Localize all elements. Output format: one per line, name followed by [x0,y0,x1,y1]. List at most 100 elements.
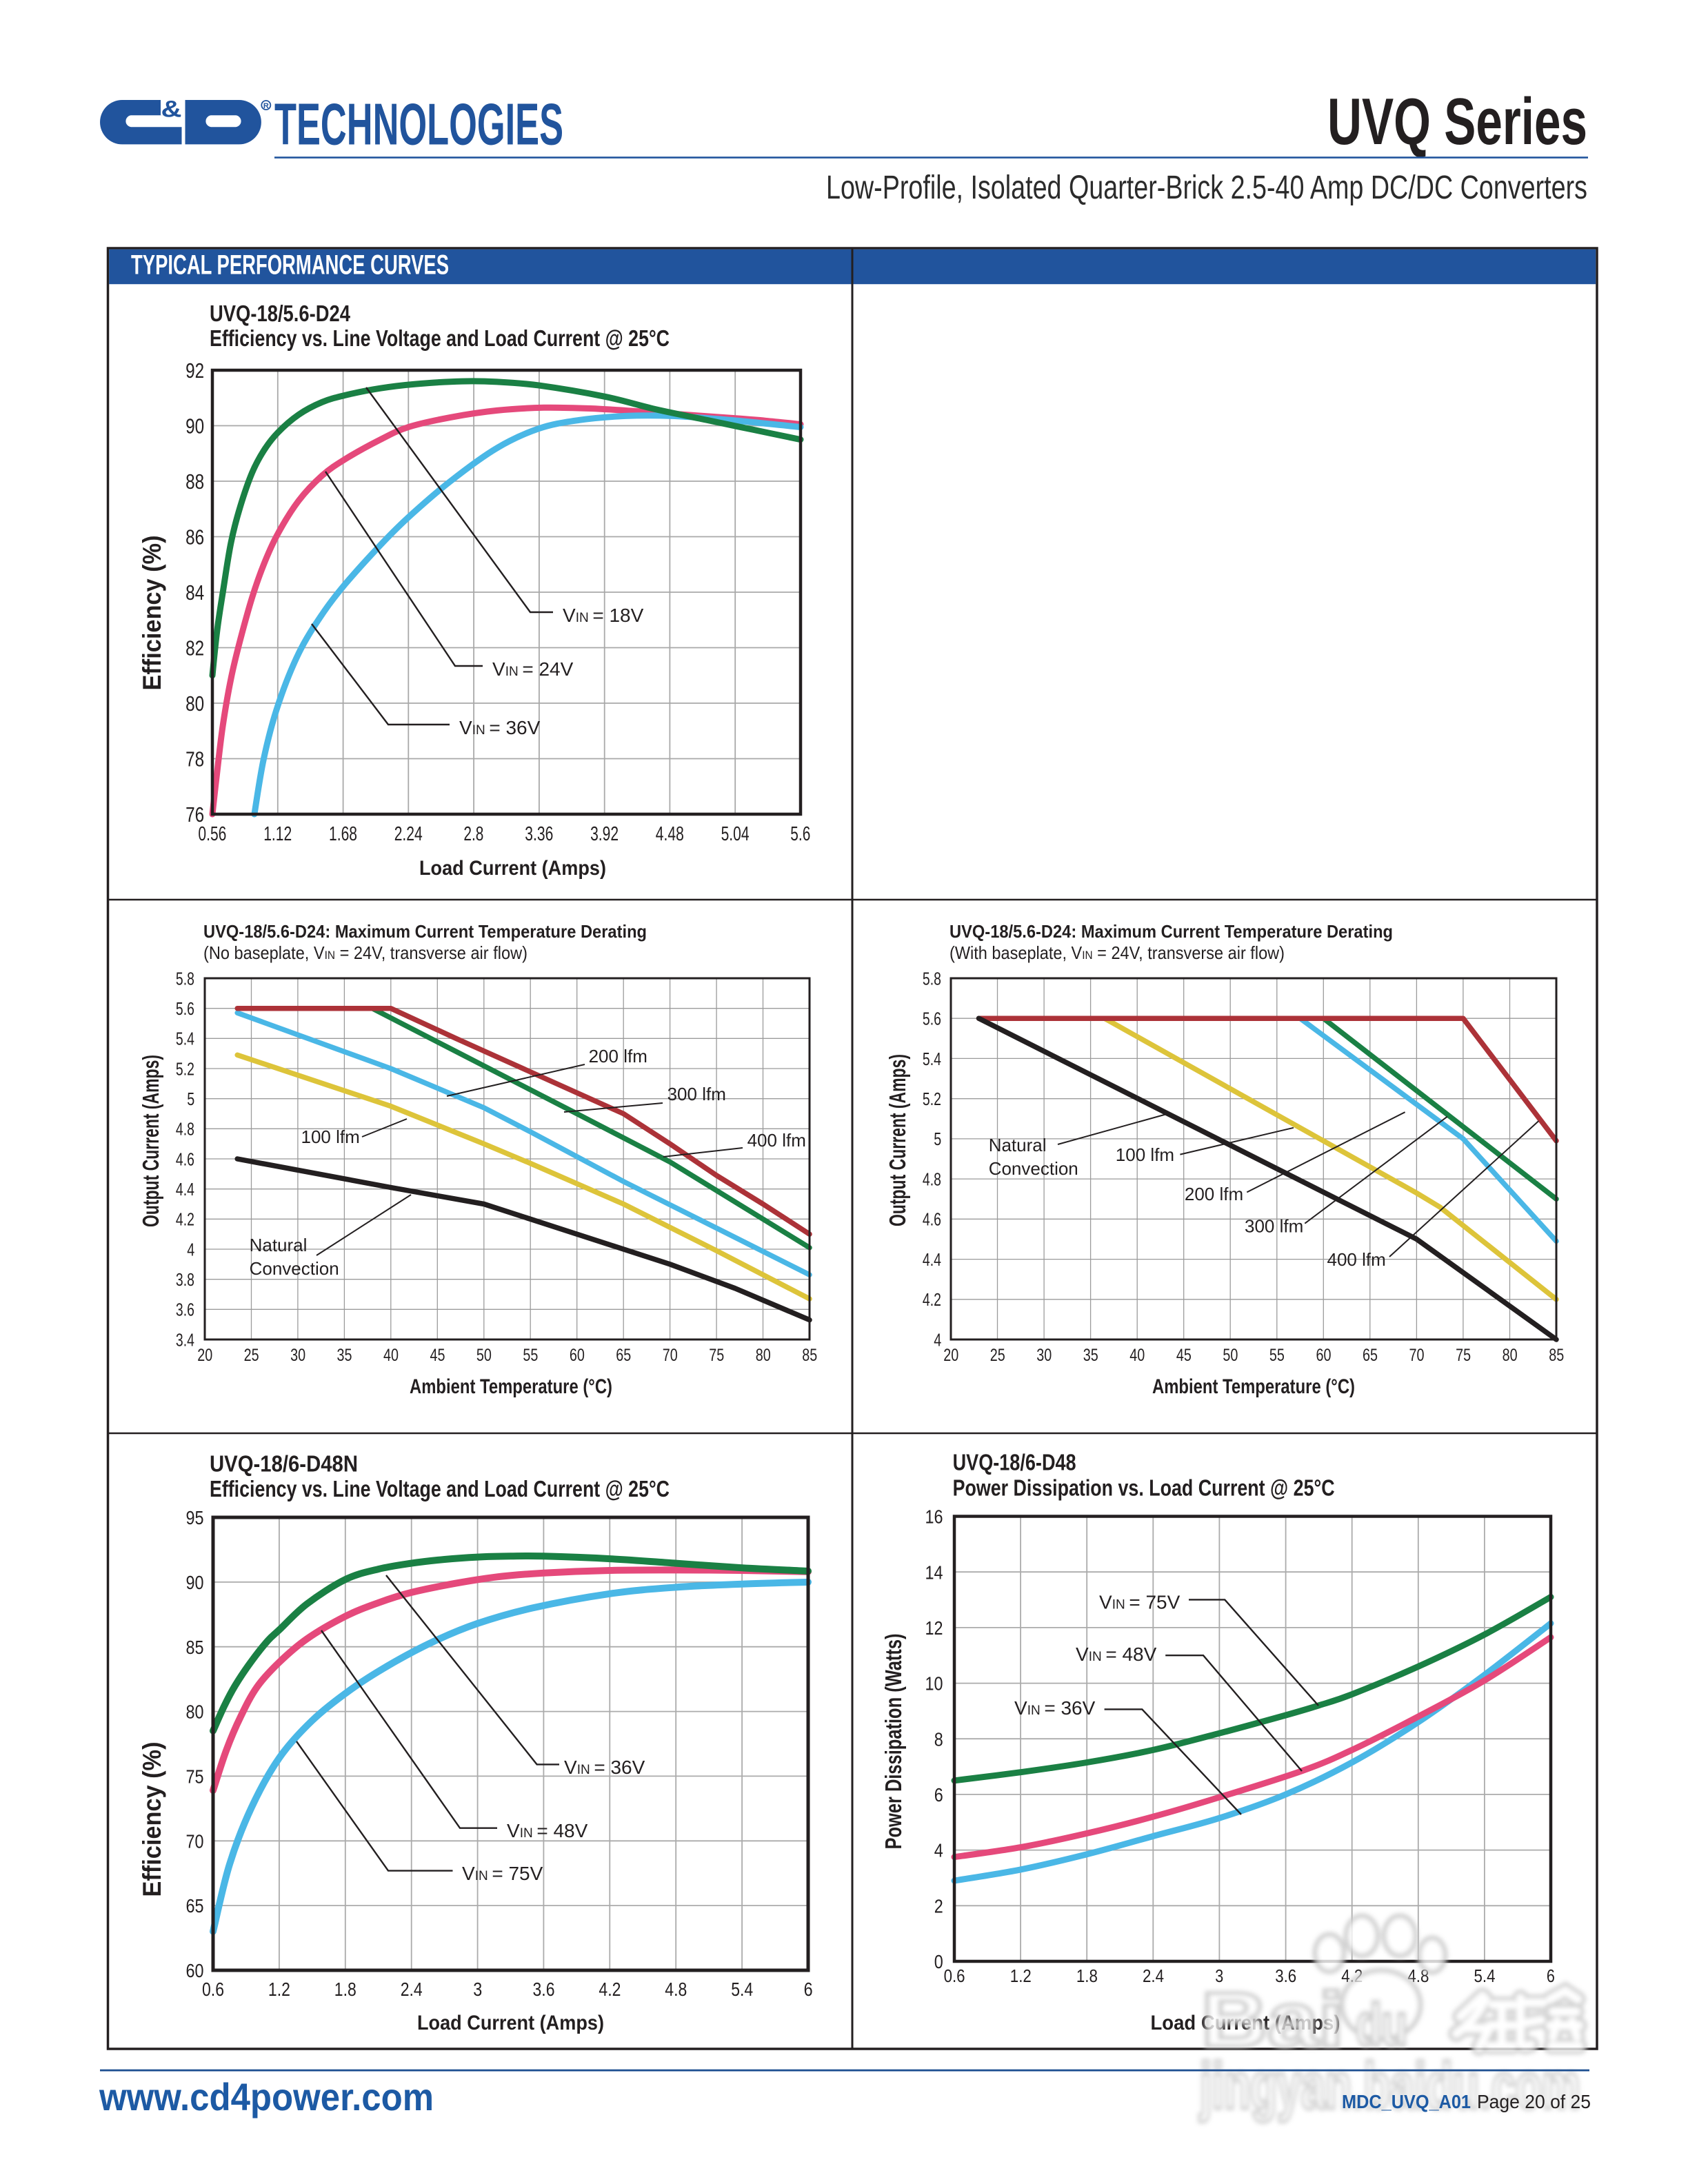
svg-text:5.2: 5.2 [176,1058,194,1079]
svg-text:UVQ-18/5.6-D24: Maximum Curren: UVQ-18/5.6-D24: Maximum Current Temperat… [203,921,647,942]
svg-text:UVQ-18/6-D48: UVQ-18/6-D48 [953,1450,1076,1475]
svg-text:VIN = 18V: VIN = 18V [563,605,644,626]
svg-text:6: 6 [934,1784,943,1806]
svg-text:&: & [161,97,182,123]
svg-text:10: 10 [925,1673,943,1695]
svg-text:80: 80 [186,1701,204,1723]
svg-text:90: 90 [185,414,204,438]
svg-text:20: 20 [943,1346,958,1365]
svg-text:4.8: 4.8 [923,1169,941,1190]
svg-text:0.56: 0.56 [198,823,226,845]
svg-text:0.6: 0.6 [944,1965,965,1986]
svg-text:Load Current (Amps): Load Current (Amps) [417,2012,604,2034]
svg-text:MDC_UVQ_A01: MDC_UVQ_A01 [1342,2091,1471,2112]
svg-text:4: 4 [934,1840,943,1861]
svg-text:2.8: 2.8 [463,823,483,845]
svg-text:20: 20 [197,1346,212,1365]
svg-text:1.2: 1.2 [1010,1965,1032,1986]
svg-text:Power Dissipation (Watts): Power Dissipation (Watts) [881,1634,906,1850]
svg-text:VIN = 36V: VIN = 36V [564,1757,645,1778]
svg-text:300 lfm: 300 lfm [1245,1216,1303,1237]
svg-text:VIN = 36V: VIN = 36V [459,717,541,738]
svg-text:5.8: 5.8 [176,968,194,989]
svg-text:40: 40 [1129,1346,1145,1365]
svg-text:82: 82 [185,636,204,660]
svg-text:8: 8 [934,1728,943,1750]
svg-text:75: 75 [709,1346,724,1365]
svg-text:2: 2 [934,1895,943,1917]
svg-text:Power Dissipation vs. Load Cur: Power Dissipation vs. Load Current @ 25°… [953,1475,1335,1501]
svg-text:85: 85 [186,1637,204,1658]
svg-text:92: 92 [185,358,204,383]
svg-text:UVQ-18/5.6-D24: UVQ-18/5.6-D24 [210,301,351,326]
svg-text:3: 3 [1215,1965,1223,1986]
svg-text:100 lfm: 100 lfm [301,1126,360,1147]
svg-text:88: 88 [185,469,204,494]
svg-text:85: 85 [1549,1346,1564,1365]
svg-text:VIN = 75V: VIN = 75V [462,1863,543,1884]
svg-text:0: 0 [934,1951,943,1972]
svg-text:Efficiency (%): Efficiency (%) [138,1742,166,1897]
svg-text:5.6: 5.6 [790,823,810,845]
svg-text:VIN = 48V: VIN = 48V [507,1820,588,1841]
svg-text:6: 6 [1547,1965,1555,1986]
svg-text:Low-Profile, Isolated Quarter-: Low-Profile, Isolated Quarter-Brick 2.5-… [826,170,1587,206]
svg-text:VIN = 75V: VIN = 75V [1099,1591,1180,1612]
svg-text:35: 35 [1083,1346,1098,1365]
svg-text:2.4: 2.4 [1143,1965,1164,1986]
svg-text:50: 50 [1223,1346,1238,1365]
svg-text:14: 14 [925,1561,943,1583]
svg-text:90: 90 [186,1572,204,1593]
svg-text:5.2: 5.2 [923,1089,941,1109]
svg-text:UVQ Series: UVQ Series [1327,85,1587,159]
svg-text:200 lfm: 200 lfm [589,1046,647,1066]
svg-text:78: 78 [185,747,204,771]
svg-text:5.4: 5.4 [176,1029,194,1049]
svg-text:1.2: 1.2 [268,1979,290,2000]
svg-text:Efficiency vs. Line Voltage an: Efficiency vs. Line Voltage and Load Cur… [210,1476,670,1502]
svg-text:12: 12 [925,1617,943,1639]
svg-text:Natural: Natural [989,1135,1047,1155]
svg-text:1.68: 1.68 [329,823,357,845]
svg-text:(No baseplate, VIN = 24V, tran: (No baseplate, VIN = 24V, transverse air… [203,942,528,963]
svg-text:45: 45 [430,1346,445,1365]
svg-text:4.4: 4.4 [923,1249,941,1270]
svg-text:4.8: 4.8 [665,1979,687,2000]
svg-text:TYPICAL PERFORMANCE CURVES: TYPICAL PERFORMANCE CURVES [131,250,449,281]
svg-text:65: 65 [616,1346,631,1365]
svg-text:60: 60 [1316,1346,1332,1365]
svg-text:35: 35 [337,1346,352,1365]
svg-text:40: 40 [383,1346,399,1365]
svg-text:5.04: 5.04 [721,823,750,845]
svg-text:Output Current (Amps): Output Current (Amps) [138,1055,163,1227]
svg-text:3.6: 3.6 [176,1300,194,1320]
svg-text:80: 80 [185,691,204,716]
svg-text:55: 55 [523,1346,538,1365]
svg-text:Bai: Bai [1201,1976,1344,2063]
svg-text:3.36: 3.36 [525,823,553,845]
svg-text:5.4: 5.4 [1474,1965,1496,1986]
svg-text:4: 4 [187,1239,194,1260]
svg-text:60: 60 [186,1960,204,1981]
svg-text:2.24: 2.24 [394,823,423,845]
svg-text:400 lfm: 400 lfm [1327,1249,1386,1270]
svg-text:70: 70 [186,1830,204,1852]
svg-text:(With baseplate, VIN = 24V, tr: (With baseplate, VIN = 24V, transverse a… [950,942,1285,963]
svg-text:4.48: 4.48 [656,823,684,845]
svg-text:84: 84 [185,580,204,605]
svg-text:du: du [1356,1992,1407,2058]
svg-text:4.2: 4.2 [176,1209,194,1230]
svg-text:UVQ-18/5.6-D24: Maximum Curren: UVQ-18/5.6-D24: Maximum Current Temperat… [950,921,1393,942]
svg-text:Output Current (Amps): Output Current (Amps) [885,1054,910,1226]
svg-text:4.2: 4.2 [923,1289,941,1310]
svg-text:4.6: 4.6 [923,1209,941,1230]
svg-text:5: 5 [934,1129,941,1149]
svg-text:3.6: 3.6 [533,1979,555,2000]
svg-text:80: 80 [1503,1346,1518,1365]
svg-text:300 lfm: 300 lfm [667,1084,726,1104]
svg-text:www.cd4power.com: www.cd4power.com [99,2075,434,2119]
svg-text:4.8: 4.8 [176,1119,194,1140]
svg-text:5.6: 5.6 [923,1009,941,1029]
svg-text:2.4: 2.4 [401,1979,423,2000]
svg-text:UVQ-18/6-D48N: UVQ-18/6-D48N [210,1451,358,1477]
